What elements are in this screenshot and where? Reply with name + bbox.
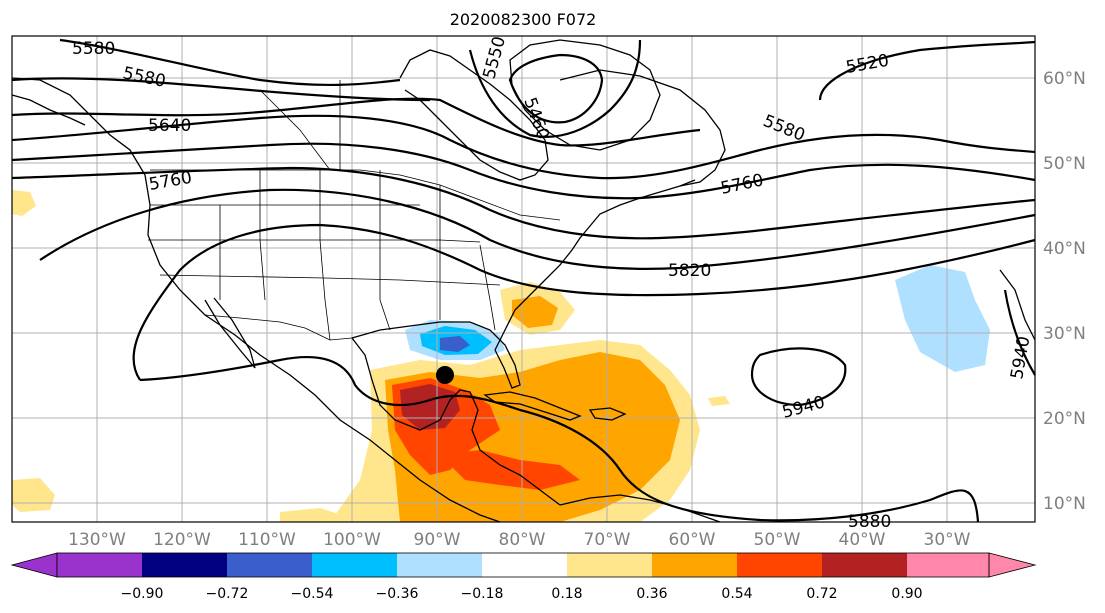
colorbar-tick: 0.36 bbox=[636, 586, 667, 602]
contour-label: 5640 bbox=[148, 116, 191, 136]
lon-label: 30°W bbox=[924, 530, 971, 550]
lon-label: 70°W bbox=[584, 530, 631, 550]
lon-label: 80°W bbox=[499, 530, 546, 550]
colorbar-swatch bbox=[397, 553, 482, 577]
lat-label: 50°N bbox=[1043, 154, 1086, 174]
colorbar-tick: 0.72 bbox=[806, 586, 837, 602]
map-panel: 5580 5580 5640 5760 5520 5580 5760 5820 … bbox=[11, 34, 1036, 532]
colorbar-tick: −0.90 bbox=[121, 586, 164, 602]
colorbar-swatch bbox=[652, 553, 737, 577]
lat-label: 60°N bbox=[1043, 69, 1086, 89]
lon-label: 40°W bbox=[839, 530, 886, 550]
colorbar-swatch bbox=[907, 553, 989, 577]
colorbar-swatch bbox=[822, 553, 907, 577]
colorbar-tick: −0.54 bbox=[291, 586, 334, 602]
colorbar-swatch bbox=[142, 553, 227, 577]
contour-label: 5820 bbox=[668, 261, 711, 281]
political-borders bbox=[148, 80, 561, 341]
colorbar: −0.90 −0.72 −0.54 −0.36 −0.18 0.18 0.36 … bbox=[10, 552, 1037, 602]
lon-label: 60°W bbox=[669, 530, 716, 550]
colorbar-swatch bbox=[482, 553, 567, 577]
lon-label: 120°W bbox=[153, 530, 211, 550]
longitude-labels: 130°W 120°W 110°W 100°W 90°W 80°W 70°W 6… bbox=[68, 530, 971, 550]
colorbar-swatch bbox=[312, 553, 397, 577]
storm-center-marker bbox=[436, 366, 454, 384]
map-title: 2020082300 F072 bbox=[450, 10, 597, 29]
colorbar-swatch bbox=[567, 553, 652, 577]
lat-label: 20°N bbox=[1043, 409, 1086, 429]
colorbar-tick: −0.36 bbox=[376, 586, 419, 602]
colorbar-tick: −0.18 bbox=[461, 586, 504, 602]
lon-label: 130°W bbox=[68, 530, 126, 550]
colorbar-extend-high bbox=[988, 552, 1037, 578]
lat-label: 10°N bbox=[1043, 494, 1086, 514]
colorbar-swatch bbox=[227, 553, 312, 577]
lon-label: 50°W bbox=[754, 530, 801, 550]
colorbar-tick: 0.90 bbox=[891, 586, 922, 602]
colorbar-extend-low bbox=[10, 552, 58, 578]
lat-label: 40°N bbox=[1043, 239, 1086, 259]
lon-label: 100°W bbox=[323, 530, 381, 550]
colorbar-tick: −0.72 bbox=[206, 586, 249, 602]
lon-label: 90°W bbox=[414, 530, 461, 550]
colorbar-swatch bbox=[57, 553, 142, 577]
colorbar-swatch bbox=[737, 553, 822, 577]
colorbar-tick: 0.18 bbox=[551, 586, 582, 602]
lon-label: 110°W bbox=[238, 530, 296, 550]
lat-label: 30°N bbox=[1043, 324, 1086, 344]
contour-label: 5580 bbox=[72, 39, 115, 59]
latitude-labels: 60°N 50°N 40°N 30°N 20°N 10°N bbox=[1043, 69, 1086, 514]
height-contours bbox=[11, 38, 1036, 523]
colorbar-tick: 0.54 bbox=[721, 586, 752, 602]
